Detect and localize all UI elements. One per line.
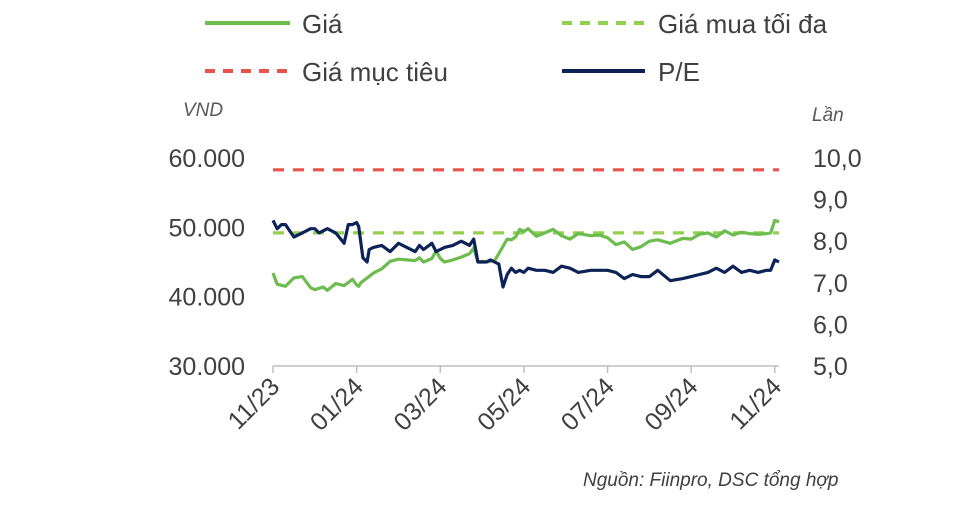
legend: Giá Giá mua tối đa Giá mục tiêu P/E — [205, 9, 828, 87]
legend-item-pe: P/E — [562, 57, 700, 87]
source-note: Nguồn: Fiinpro, DSC tổng hợp — [583, 470, 838, 491]
x-tick-label: 07/24 — [556, 372, 620, 436]
y-left-tick-label: 30.000 — [169, 353, 245, 381]
series-line-price — [271, 218, 780, 292]
y-right-tick-label: 6,0 — [813, 311, 848, 339]
x-tick-label: 11/24 — [724, 372, 787, 435]
series-line-pe — [271, 219, 780, 289]
legend-label-max-buy-price: Giá mua tối đa — [658, 9, 828, 39]
legend-item-target-price: Giá mục tiêu — [205, 57, 448, 87]
y-right-tick-labels: 5,0 6,0 7,0 8,0 9,0 10,0 — [813, 145, 862, 381]
series-layer — [271, 168, 780, 292]
y-right-unit-label: Lần — [812, 105, 844, 126]
legend-label-pe: P/E — [658, 57, 700, 87]
y-left-tick-label: 60.000 — [169, 145, 245, 173]
y-right-tick-label: 9,0 — [813, 187, 848, 215]
y-right-tick-label: 5,0 — [813, 353, 848, 381]
y-right-tick-label: 10,0 — [813, 145, 862, 173]
x-tick-label: 09/24 — [639, 372, 703, 436]
y-left-tick-label: 50.000 — [169, 214, 245, 242]
legend-label-price: Giá — [302, 9, 343, 39]
y-right-tick-label: 7,0 — [813, 270, 848, 298]
x-tick-label: 11/23 — [223, 372, 286, 435]
legend-label-target-price: Giá mục tiêu — [302, 57, 448, 87]
y-left-tick-labels: 30.000 40.000 50.000 60.000 — [169, 145, 245, 381]
y-right-tick-label: 8,0 — [813, 228, 848, 256]
x-tick-label: 01/24 — [305, 372, 369, 436]
x-tick-label: 05/24 — [472, 372, 536, 436]
x-tick-labels: 11/23 01/24 03/24 05/24 07/24 09/24 11/24 — [223, 366, 787, 436]
legend-item-max-buy-price: Giá mua tối đa — [562, 9, 828, 39]
y-left-tick-label: 40.000 — [169, 284, 245, 312]
y-left-unit-label: VND — [183, 100, 223, 121]
x-tick-label: 03/24 — [388, 372, 452, 436]
legend-item-price: Giá — [205, 9, 343, 39]
